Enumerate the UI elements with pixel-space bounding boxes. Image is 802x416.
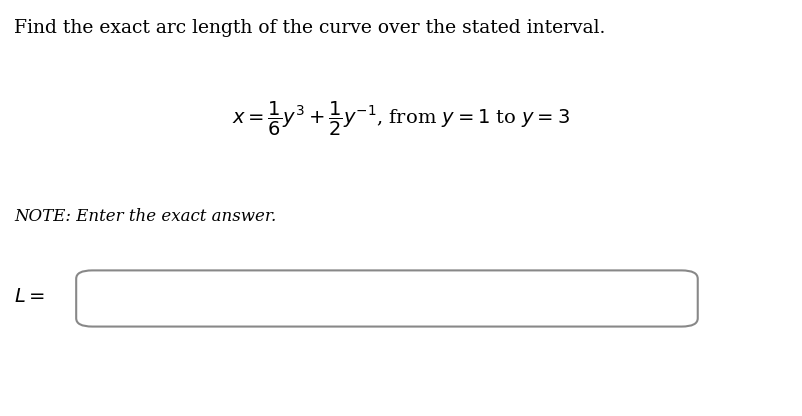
Text: NOTE: Enter the exact answer.: NOTE: Enter the exact answer. <box>14 208 277 225</box>
Text: $x = \dfrac{1}{6}y^3 + \dfrac{1}{2}y^{-1}$, from $y = 1$ to $y = 3$: $x = \dfrac{1}{6}y^3 + \dfrac{1}{2}y^{-1… <box>232 100 570 138</box>
FancyBboxPatch shape <box>76 270 698 327</box>
Text: Find the exact arc length of the curve over the stated interval.: Find the exact arc length of the curve o… <box>14 19 606 37</box>
Text: $L = $: $L = $ <box>14 288 46 307</box>
